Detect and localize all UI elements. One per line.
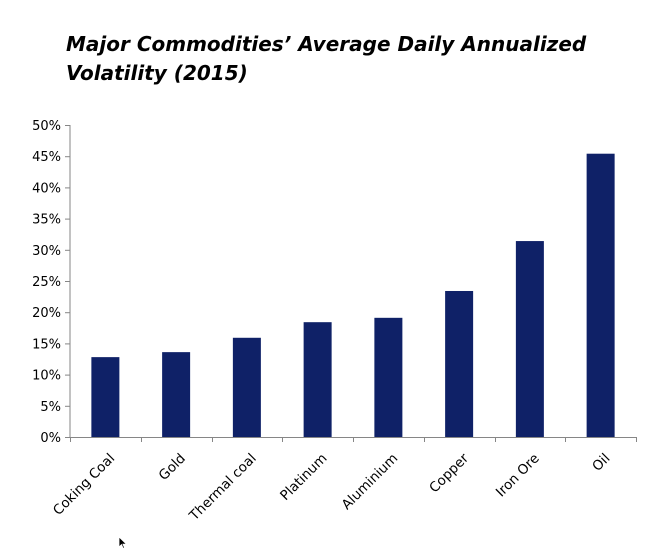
- y-tick-label: 35%: [32, 213, 61, 228]
- bars: [91, 153, 615, 438]
- y-tick-label: 10%: [32, 369, 61, 384]
- mouse-pointer-icon: [118, 536, 128, 555]
- y-tick-label: 15%: [32, 337, 61, 352]
- chart-title: Major Commodities’ Average Daily Annuali…: [66, 32, 587, 85]
- x-category-label: Oil: [589, 451, 613, 475]
- y-tick-label: 25%: [32, 275, 61, 290]
- x-category-label: Copper: [426, 450, 472, 496]
- bar-gold: [162, 352, 191, 437]
- y-axis: 0% 5% 10% 15% 20% 25% 30% 35% 40% 45% 50%: [32, 119, 71, 446]
- bar-iron-ore: [515, 241, 544, 437]
- y-tick-label: 20%: [32, 306, 61, 321]
- y-tick-label: 40%: [32, 181, 61, 196]
- x-category-label: Thermal coal: [186, 451, 260, 525]
- y-tick-label: 45%: [32, 150, 61, 165]
- bar-aluminium: [374, 317, 403, 437]
- x-category-label: Aluminium: [339, 451, 402, 514]
- x-axis: [70, 437, 637, 442]
- bar-copper: [445, 290, 474, 437]
- x-category-label: Iron Ore: [493, 451, 543, 501]
- bar-thermal-coal: [232, 337, 261, 437]
- bar-oil: [586, 153, 615, 438]
- bar-coking-coal: [91, 357, 120, 437]
- x-category-label: Platinum: [277, 451, 330, 504]
- x-category-label: Coking Coal: [50, 451, 118, 519]
- bar-platinum: [303, 322, 332, 437]
- y-tick-label: 0%: [40, 431, 61, 446]
- y-tick-label: 5%: [40, 400, 61, 415]
- y-tick-label: 30%: [32, 244, 61, 259]
- x-category-label: Gold: [156, 451, 189, 484]
- y-tick-label: 50%: [32, 119, 61, 134]
